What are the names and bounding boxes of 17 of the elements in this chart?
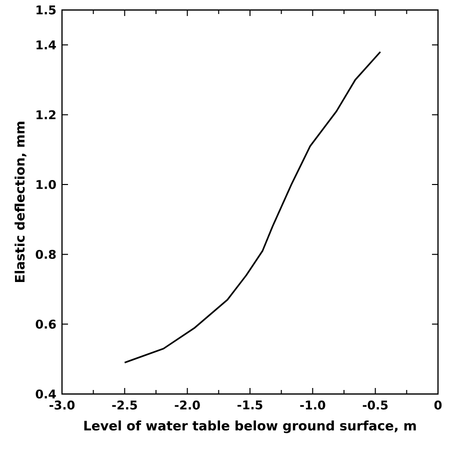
y-tick-label: 0.4	[36, 389, 56, 399]
y-tick-label: 1.0	[36, 180, 56, 190]
x-tick-label: -1.5	[238, 400, 262, 410]
line-series	[124, 51, 382, 364]
x-tick-label: -2.5	[112, 400, 137, 410]
y-tick-label: 1.5	[36, 6, 56, 14]
x-tick-label: -0.5	[362, 400, 388, 410]
y-tick-label: 0.6	[36, 320, 56, 329]
x-tick-label: -2.0	[174, 400, 200, 410]
y-axis-title: Elastic deflection, mm	[14, 122, 26, 282]
x-tick-label: -3.0	[50, 400, 75, 410]
x-axis-title: Level of water table below ground surface, m	[84, 420, 416, 434]
y-tick-label: 1.4	[36, 40, 56, 50]
y-tick-label: 0.8	[36, 250, 56, 259]
x-tick-label: -1.0	[300, 400, 326, 410]
x-tick-label: 0	[434, 400, 442, 410]
y-tick-label: 1.2	[36, 110, 56, 120]
